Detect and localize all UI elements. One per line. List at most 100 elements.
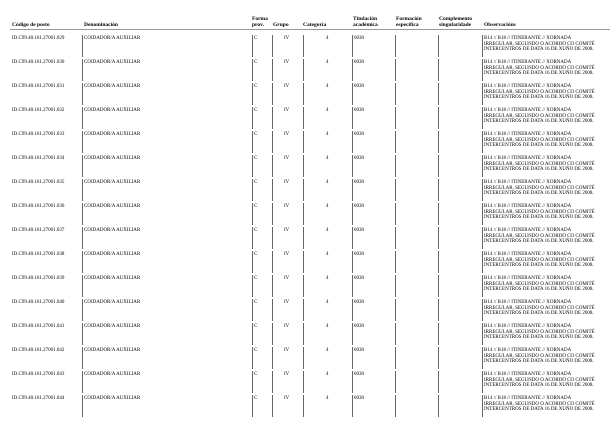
cell-categoria: 4 bbox=[326, 108, 329, 113]
observaciones-line: INTERCENTROS DE DATA 16 DE XUÑO DE 2008. bbox=[484, 95, 594, 100]
column-divider bbox=[303, 323, 304, 345]
cell-categoria: 4 bbox=[326, 372, 329, 377]
header-titulacion-l2: académica bbox=[353, 22, 378, 28]
column-divider bbox=[352, 275, 353, 297]
header-complemento: Complemento singularidade bbox=[439, 16, 472, 28]
column-divider bbox=[252, 299, 253, 321]
column-divider bbox=[82, 155, 83, 177]
observaciones-line: IRREGULAR, SEGUNDO O ACORDO CO COMITÉ bbox=[484, 281, 595, 287]
cell-codigo: ID.C99.40.161.27001.031 bbox=[12, 84, 65, 89]
column-divider bbox=[352, 347, 353, 369]
table-row: ID.C99.40.161.27001.042 COIDADOR/A AUXILI… bbox=[0, 345, 615, 369]
column-divider bbox=[352, 107, 353, 129]
column-divider bbox=[438, 179, 439, 201]
observaciones-line: IRREGULAR, SEGUNDO O ACORDO CO COMITÉ bbox=[484, 305, 595, 311]
header-forma-l2: prov. bbox=[252, 22, 264, 28]
cell-forma: C bbox=[254, 300, 258, 305]
column-divider bbox=[395, 395, 396, 417]
column-divider bbox=[438, 275, 439, 297]
cell-titulacion: 6030 bbox=[354, 108, 364, 113]
observaciones-line: IRREGULAR, SEGUNDO O ACORDO CO COMITÉ bbox=[484, 353, 595, 359]
column-divider bbox=[395, 371, 396, 393]
cell-denominacion: COIDADOR/A AUXILIAR bbox=[84, 132, 141, 137]
column-divider bbox=[438, 299, 439, 321]
column-divider bbox=[438, 371, 439, 393]
cell-denominacion: COIDADOR/A AUXILIAR bbox=[84, 180, 141, 185]
observaciones-line: INTERCENTROS DE DATA 16 DE XUÑO DE 2008. bbox=[484, 407, 594, 412]
column-divider bbox=[395, 131, 396, 153]
cell-codigo: ID.C99.40.161.27001.043 bbox=[12, 372, 65, 377]
column-divider bbox=[82, 251, 83, 273]
column-divider bbox=[272, 251, 273, 273]
column-divider bbox=[352, 131, 353, 153]
cell-titulacion: 6030 bbox=[354, 276, 364, 281]
observaciones-line: B14 // B18 // ITINERANTE // XORNADA bbox=[484, 276, 572, 281]
column-divider bbox=[352, 299, 353, 321]
cell-forma: C bbox=[254, 276, 258, 281]
column-divider bbox=[438, 323, 439, 345]
cell-grupo: IV bbox=[284, 180, 290, 185]
cell-codigo: ID.C99.40.161.27001.036 bbox=[12, 204, 65, 209]
cell-forma: C bbox=[254, 324, 258, 329]
observaciones-line: INTERCENTROS DE DATA 16 DE XUÑO DE 2008. bbox=[484, 191, 594, 196]
observaciones-line: B14 // B18 // ITINERANTE // XORNADA bbox=[484, 60, 572, 65]
cell-titulacion: 6030 bbox=[354, 372, 364, 377]
cell-grupo: IV bbox=[284, 228, 290, 233]
cell-codigo: ID.C99.40.161.27001.039 bbox=[12, 276, 65, 281]
cell-codigo: ID.C99.40.161.27001.042 bbox=[12, 348, 65, 353]
observaciones-line: B14 // B18 // ITINERANTE // XORNADA bbox=[484, 180, 572, 185]
column-divider bbox=[252, 395, 253, 417]
cell-observaciones: B14 // B18 // ITINERANTE // XORNADA IRREG… bbox=[484, 348, 595, 365]
column-divider bbox=[252, 371, 253, 393]
column-divider bbox=[482, 395, 483, 417]
table-row: ID.C99.40.161.27001.043 COIDADOR/A AUXILI… bbox=[0, 369, 615, 393]
column-divider bbox=[438, 107, 439, 129]
cell-codigo: ID.C99.40.161.27001.032 bbox=[12, 108, 65, 113]
column-divider bbox=[438, 131, 439, 153]
observaciones-line: INTERCENTROS DE DATA 16 DE XUÑO DE 2008. bbox=[484, 215, 594, 220]
cell-denominacion: COIDADOR/A AUXILIAR bbox=[84, 396, 141, 401]
observaciones-line: IRREGULAR, SEGUNDO O ACORDO CO COMITÉ bbox=[484, 257, 595, 263]
observaciones-line: IRREGULAR, SEGUNDO O ACORDO CO COMITÉ bbox=[484, 161, 595, 167]
cell-categoria: 4 bbox=[326, 348, 329, 353]
observaciones-line: B14 // B18 // ITINERANTE // XORNADA bbox=[484, 84, 572, 89]
observaciones-line: IRREGULAR, SEGUNDO O ACORDO CO COMITÉ bbox=[484, 233, 595, 239]
column-divider bbox=[395, 323, 396, 345]
cell-grupo: IV bbox=[284, 156, 290, 161]
column-divider bbox=[438, 347, 439, 369]
column-divider bbox=[482, 275, 483, 297]
column-divider bbox=[482, 371, 483, 393]
table-row: ID.C99.40.161.27001.030 COIDADOR/A AUXILI… bbox=[0, 57, 615, 81]
column-divider bbox=[82, 203, 83, 225]
column-divider bbox=[82, 83, 83, 105]
column-divider bbox=[272, 203, 273, 225]
column-divider bbox=[303, 179, 304, 201]
column-divider bbox=[438, 35, 439, 57]
column-divider bbox=[352, 179, 353, 201]
column-divider bbox=[352, 83, 353, 105]
cell-categoria: 4 bbox=[326, 84, 329, 89]
cell-observaciones: B14 // B18 // ITINERANTE // XORNADA IRREG… bbox=[484, 204, 595, 221]
observaciones-line: B14 // B18 // ITINERANTE // XORNADA bbox=[484, 204, 572, 209]
column-divider bbox=[82, 131, 83, 153]
cell-observaciones: B14 // B18 // ITINERANTE // XORNADA IRREG… bbox=[484, 36, 595, 53]
cell-categoria: 4 bbox=[326, 276, 329, 281]
cell-grupo: IV bbox=[284, 60, 290, 65]
cell-grupo: IV bbox=[284, 300, 290, 305]
column-divider bbox=[352, 227, 353, 249]
column-divider bbox=[395, 251, 396, 273]
table-row: ID.C99.40.161.27001.040 COIDADOR/A AUXILI… bbox=[0, 297, 615, 321]
column-divider bbox=[482, 35, 483, 57]
cell-categoria: 4 bbox=[326, 204, 329, 209]
cell-codigo: ID.C99.40.161.27001.035 bbox=[12, 180, 65, 185]
table-row: ID.C99.40.161.27001.037 COIDADOR/A AUXILI… bbox=[0, 225, 615, 249]
column-divider bbox=[303, 395, 304, 417]
cell-codigo: ID.C99.40.161.27001.033 bbox=[12, 132, 65, 137]
column-divider bbox=[252, 179, 253, 201]
observaciones-line: IRREGULAR, SEGUNDO O ACORDO CO COMITÉ bbox=[484, 137, 595, 143]
header-complemento-l1: Complemento bbox=[439, 16, 472, 22]
column-divider bbox=[395, 203, 396, 225]
header-categoria: Categoría bbox=[303, 22, 327, 28]
column-divider bbox=[82, 35, 83, 57]
cell-categoria: 4 bbox=[326, 180, 329, 185]
